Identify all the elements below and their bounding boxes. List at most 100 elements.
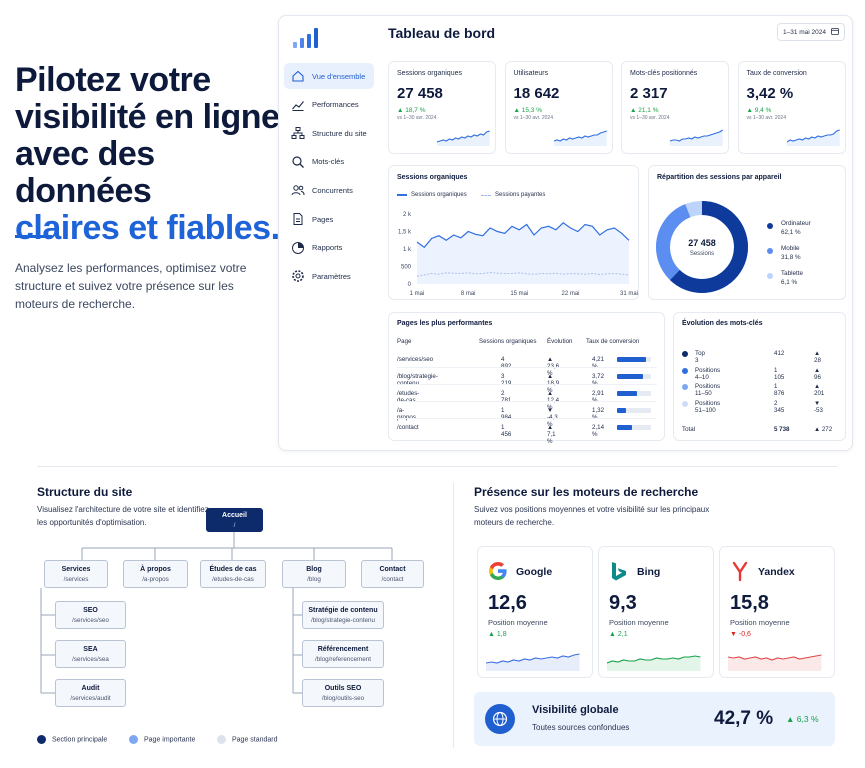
keyword-band-label: Positions 4–10 [695, 366, 721, 381]
engine-sparkline [486, 653, 580, 671]
keywords-title: Évolution des mots-clés [682, 320, 763, 327]
sitemap-node-page[interactable]: Audit/services/audit [55, 679, 126, 707]
users-icon [291, 183, 305, 197]
col-header-page: Page [397, 338, 412, 345]
row-divider [397, 418, 657, 419]
keywords-card: Évolution des mots-clés Top 3 412 ▲ 28 Posi… [673, 312, 846, 441]
kpi-card[interactable]: Mots-clés positionnés 2 317 ▲ 21,1 % vs 1–3… [621, 61, 729, 154]
keywords-total-delta: ▲ 272 [814, 426, 833, 433]
x-tick-label: 1 mai [410, 291, 425, 297]
sitemap-node-section[interactable]: Services/services [44, 560, 108, 588]
keyword-band-delta: ▲ 201 [814, 383, 825, 397]
device-legend-item: Tablette 6,1 % [767, 270, 803, 286]
sitemap-node-section[interactable]: Études de cas/etudes-de-cas [200, 560, 266, 588]
node-name: Blog [306, 566, 322, 573]
engine-card-google[interactable]: Google 12,6 Position moyenne ▲ 1,8 [477, 546, 593, 678]
engine-delta: ▲ 1,8 [488, 631, 507, 638]
hero-title-line: avec des données [15, 135, 155, 210]
conversion-bar-track [617, 408, 651, 413]
sitemap-node-section[interactable]: Blog/blog [282, 560, 346, 588]
trend-icon [291, 98, 305, 112]
sitemap-node-root[interactable]: Accueil / [206, 508, 263, 532]
node-name: Audit [81, 685, 100, 692]
hero-divider [15, 235, 52, 238]
keyword-band-label: Positions 11–50 [695, 383, 721, 397]
node-name: Référencement [317, 646, 369, 653]
sitemap-node-page[interactable]: Outils SEO/blog/outils-seo [302, 679, 384, 707]
kpi-comparison: vs 1–30 avr. 2024 [630, 115, 670, 121]
organic-sessions-line [416, 222, 630, 249]
legend-label: Page standard [232, 736, 278, 744]
page-sessions: 2 781 [501, 390, 511, 404]
sessions-chart-title: Sessions organiques [397, 174, 468, 181]
device-card: Répartition des sessions par appareil 27… [648, 165, 846, 300]
sitemap-node-section[interactable]: À propos/a-propos [123, 560, 188, 588]
sidebar-item-pages[interactable]: Pages [284, 206, 374, 232]
device-pct: 6,1 % [781, 279, 798, 286]
legend-dot [767, 223, 773, 229]
device-donut [656, 201, 748, 293]
sitemap-node-page[interactable]: SEA/services/sea [55, 640, 126, 668]
y-tick-label: 500 [401, 265, 412, 271]
conversion-bar-fill [617, 357, 646, 362]
kpi-card[interactable]: Utilisateurs 18 642 ▲ 15,3 % vs 1–30 avr. 2… [504, 61, 613, 154]
sidebar-item-rapports[interactable]: Rapports [284, 235, 374, 261]
page-sessions: 1 456 [501, 424, 512, 438]
sidebar-item-param-tres[interactable]: Paramètres [284, 263, 374, 289]
device-legend-item: Ordinateur 62,1 % [767, 220, 811, 236]
engine-card-bing[interactable]: Bing 9,3 Position moyenne ▲ 2,1 [598, 546, 714, 678]
page-evolution: ▲ 12,4 % [547, 390, 559, 411]
visibility-subtitle: Toutes sources confondues [532, 723, 630, 732]
x-tick-label: 31 mai [620, 291, 638, 297]
sidebar-item-mots-cl-s[interactable]: Mots-clés [284, 149, 374, 175]
sidebar-item-concurrents[interactable]: Concurrents [284, 177, 374, 203]
sitemap-node-page[interactable]: SEO/services/seo [55, 601, 126, 629]
page-conversion: 2,91 % [592, 390, 605, 404]
page-path: /contact [397, 424, 419, 431]
kpi-sparkline [553, 130, 607, 146]
row-divider [397, 401, 657, 402]
conversion-bar-track [617, 374, 651, 379]
node-name: Études de cas [209, 566, 257, 573]
legend-item: Section principale [37, 735, 107, 744]
sitemap-node-page[interactable]: Référencement/blog/referencement [302, 640, 384, 668]
node-name: Stratégie de contenu [308, 607, 378, 614]
kpi-card[interactable]: Sessions organiques 27 458 ▲ 18,7 % vs 1–30… [388, 61, 496, 154]
kpi-comparison: vs 1–30 avr. 2024 [397, 115, 437, 121]
sidebar-item-vue-d-ensemble[interactable]: Vue d'ensemble [284, 63, 374, 89]
engine-card-yandex[interactable]: Yandex 15,8 Position moyenne ▼ -0,6 [719, 546, 835, 678]
node-path: /blog [307, 576, 321, 583]
engine-delta: ▲ 2,1 [609, 631, 628, 638]
yandex-logo-icon [729, 560, 751, 587]
sitemap-node-page[interactable]: Stratégie de contenu/blog/strategie-cont… [302, 601, 384, 629]
conversion-bar-track [617, 425, 651, 430]
legend-dot [37, 735, 46, 744]
legend-dot [767, 248, 773, 254]
row-divider [397, 367, 657, 368]
node-name: Services [61, 566, 91, 573]
vertical-divider [453, 483, 454, 748]
node-path: /services/sea [72, 656, 109, 663]
global-visibility-card: Visibilité globale Toutes sources confon… [474, 692, 835, 746]
sidebar-item-performances[interactable]: Performances [284, 92, 374, 118]
keywords-total-label: Total [682, 426, 696, 433]
y-tick-label: 1 k [403, 247, 412, 253]
engine-position-label: Position moyenne [609, 618, 669, 627]
sitemap-node-section[interactable]: Contact/contact [361, 560, 424, 588]
kpi-card[interactable]: Taux de conversion 3,42 % ▲ 9,4 % vs 1–30 a… [737, 61, 846, 154]
node-name: SEO [83, 607, 98, 614]
col-header-evolution: Évolution [547, 338, 573, 345]
page-sessions: 4 892 [501, 356, 511, 370]
keyword-band-label: Positions 51–100 [695, 399, 721, 414]
date-range-picker[interactable]: 1–31 mai 2024 [777, 23, 845, 41]
sidebar-item-structure-du-site[interactable]: Structure du site [284, 120, 374, 146]
legend-organic-label: Sessions organiques [411, 192, 467, 198]
kpi-label: Taux de conversion [746, 70, 807, 77]
sessions-line-chart: 2 k 1,5 k 1 k 500 0 1 mai 8 mai 15 mai 22 mai 31 … [398, 212, 638, 297]
kpi-value: 27 458 [397, 85, 443, 102]
page-evolution: ▲ 7,1 % [547, 424, 556, 445]
engine-name: Yandex [758, 566, 795, 578]
hero-title-line: visibilité en ligne [15, 98, 280, 136]
app-logo-icon[interactable] [292, 27, 322, 54]
kpi-value: 18 642 [513, 85, 560, 102]
